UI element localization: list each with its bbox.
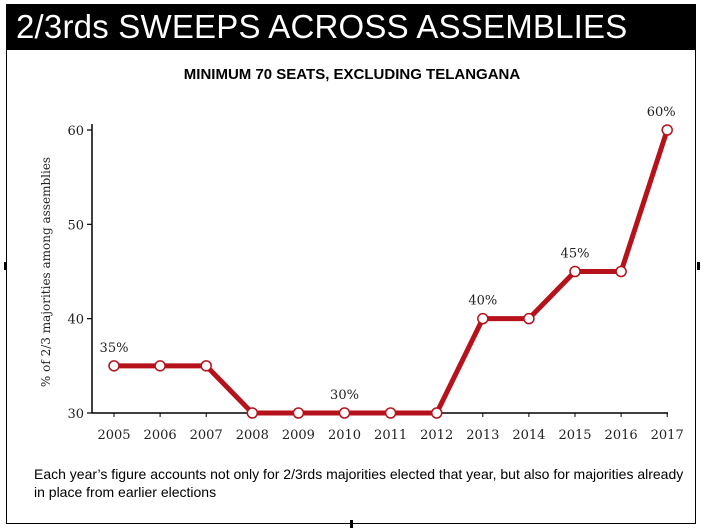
x-tick-label: 2012: [420, 428, 453, 443]
data-label: 45%: [561, 247, 590, 262]
data-point: [661, 124, 673, 136]
frame-edge-mark-right: [697, 262, 700, 270]
x-tick-label: 2013: [466, 428, 499, 443]
x-tick-label: 2009: [282, 428, 315, 443]
data-point: [430, 407, 443, 419]
data-label: 35%: [100, 341, 129, 356]
data-point: [200, 360, 212, 372]
x-tick-label: 2015: [558, 428, 591, 443]
data-point: [246, 407, 259, 419]
frame-edge-mark-bottom: [350, 520, 353, 528]
x-tick-label: 2005: [97, 428, 130, 443]
data-point: [384, 407, 397, 419]
x-tick-label: 2010: [328, 428, 361, 443]
data-point: [523, 312, 535, 325]
y-tick-label: 50: [67, 218, 84, 233]
frame-edge-mark-left: [4, 262, 7, 270]
x-tick-label: 2014: [512, 428, 545, 443]
data-point: [615, 265, 627, 278]
chart-title: 2/3rds SWEEPS ACROSS ASSEMBLIES: [6, 4, 696, 50]
data-point: [108, 360, 120, 372]
footnote: Each year’s figure accounts not only for…: [34, 466, 684, 500]
data-label: 40%: [468, 294, 497, 309]
data-label: 30%: [330, 388, 359, 403]
series-line: [114, 129, 670, 416]
data-point: [569, 265, 581, 278]
chart-subtitle: MINIMUM 70 SEATS, EXCLUDING TELANGANA: [183, 66, 521, 83]
x-tick-label: 2008: [236, 428, 269, 443]
data-label: 60%: [647, 105, 676, 120]
y-tick-label: 60: [67, 124, 84, 139]
x-tick-label: 2017: [651, 428, 684, 443]
data-point: [477, 312, 489, 325]
x-tick-label: 2007: [190, 428, 223, 443]
data-point: [292, 407, 305, 419]
x-tick-label: 2006: [144, 428, 177, 443]
y-tick-label: 40: [67, 313, 84, 328]
data-point: [154, 360, 166, 372]
x-tick-label: 2016: [605, 428, 638, 443]
x-tick-label: 2011: [374, 428, 407, 443]
data-point: [338, 407, 351, 419]
y-tick-label: 30: [67, 407, 84, 422]
